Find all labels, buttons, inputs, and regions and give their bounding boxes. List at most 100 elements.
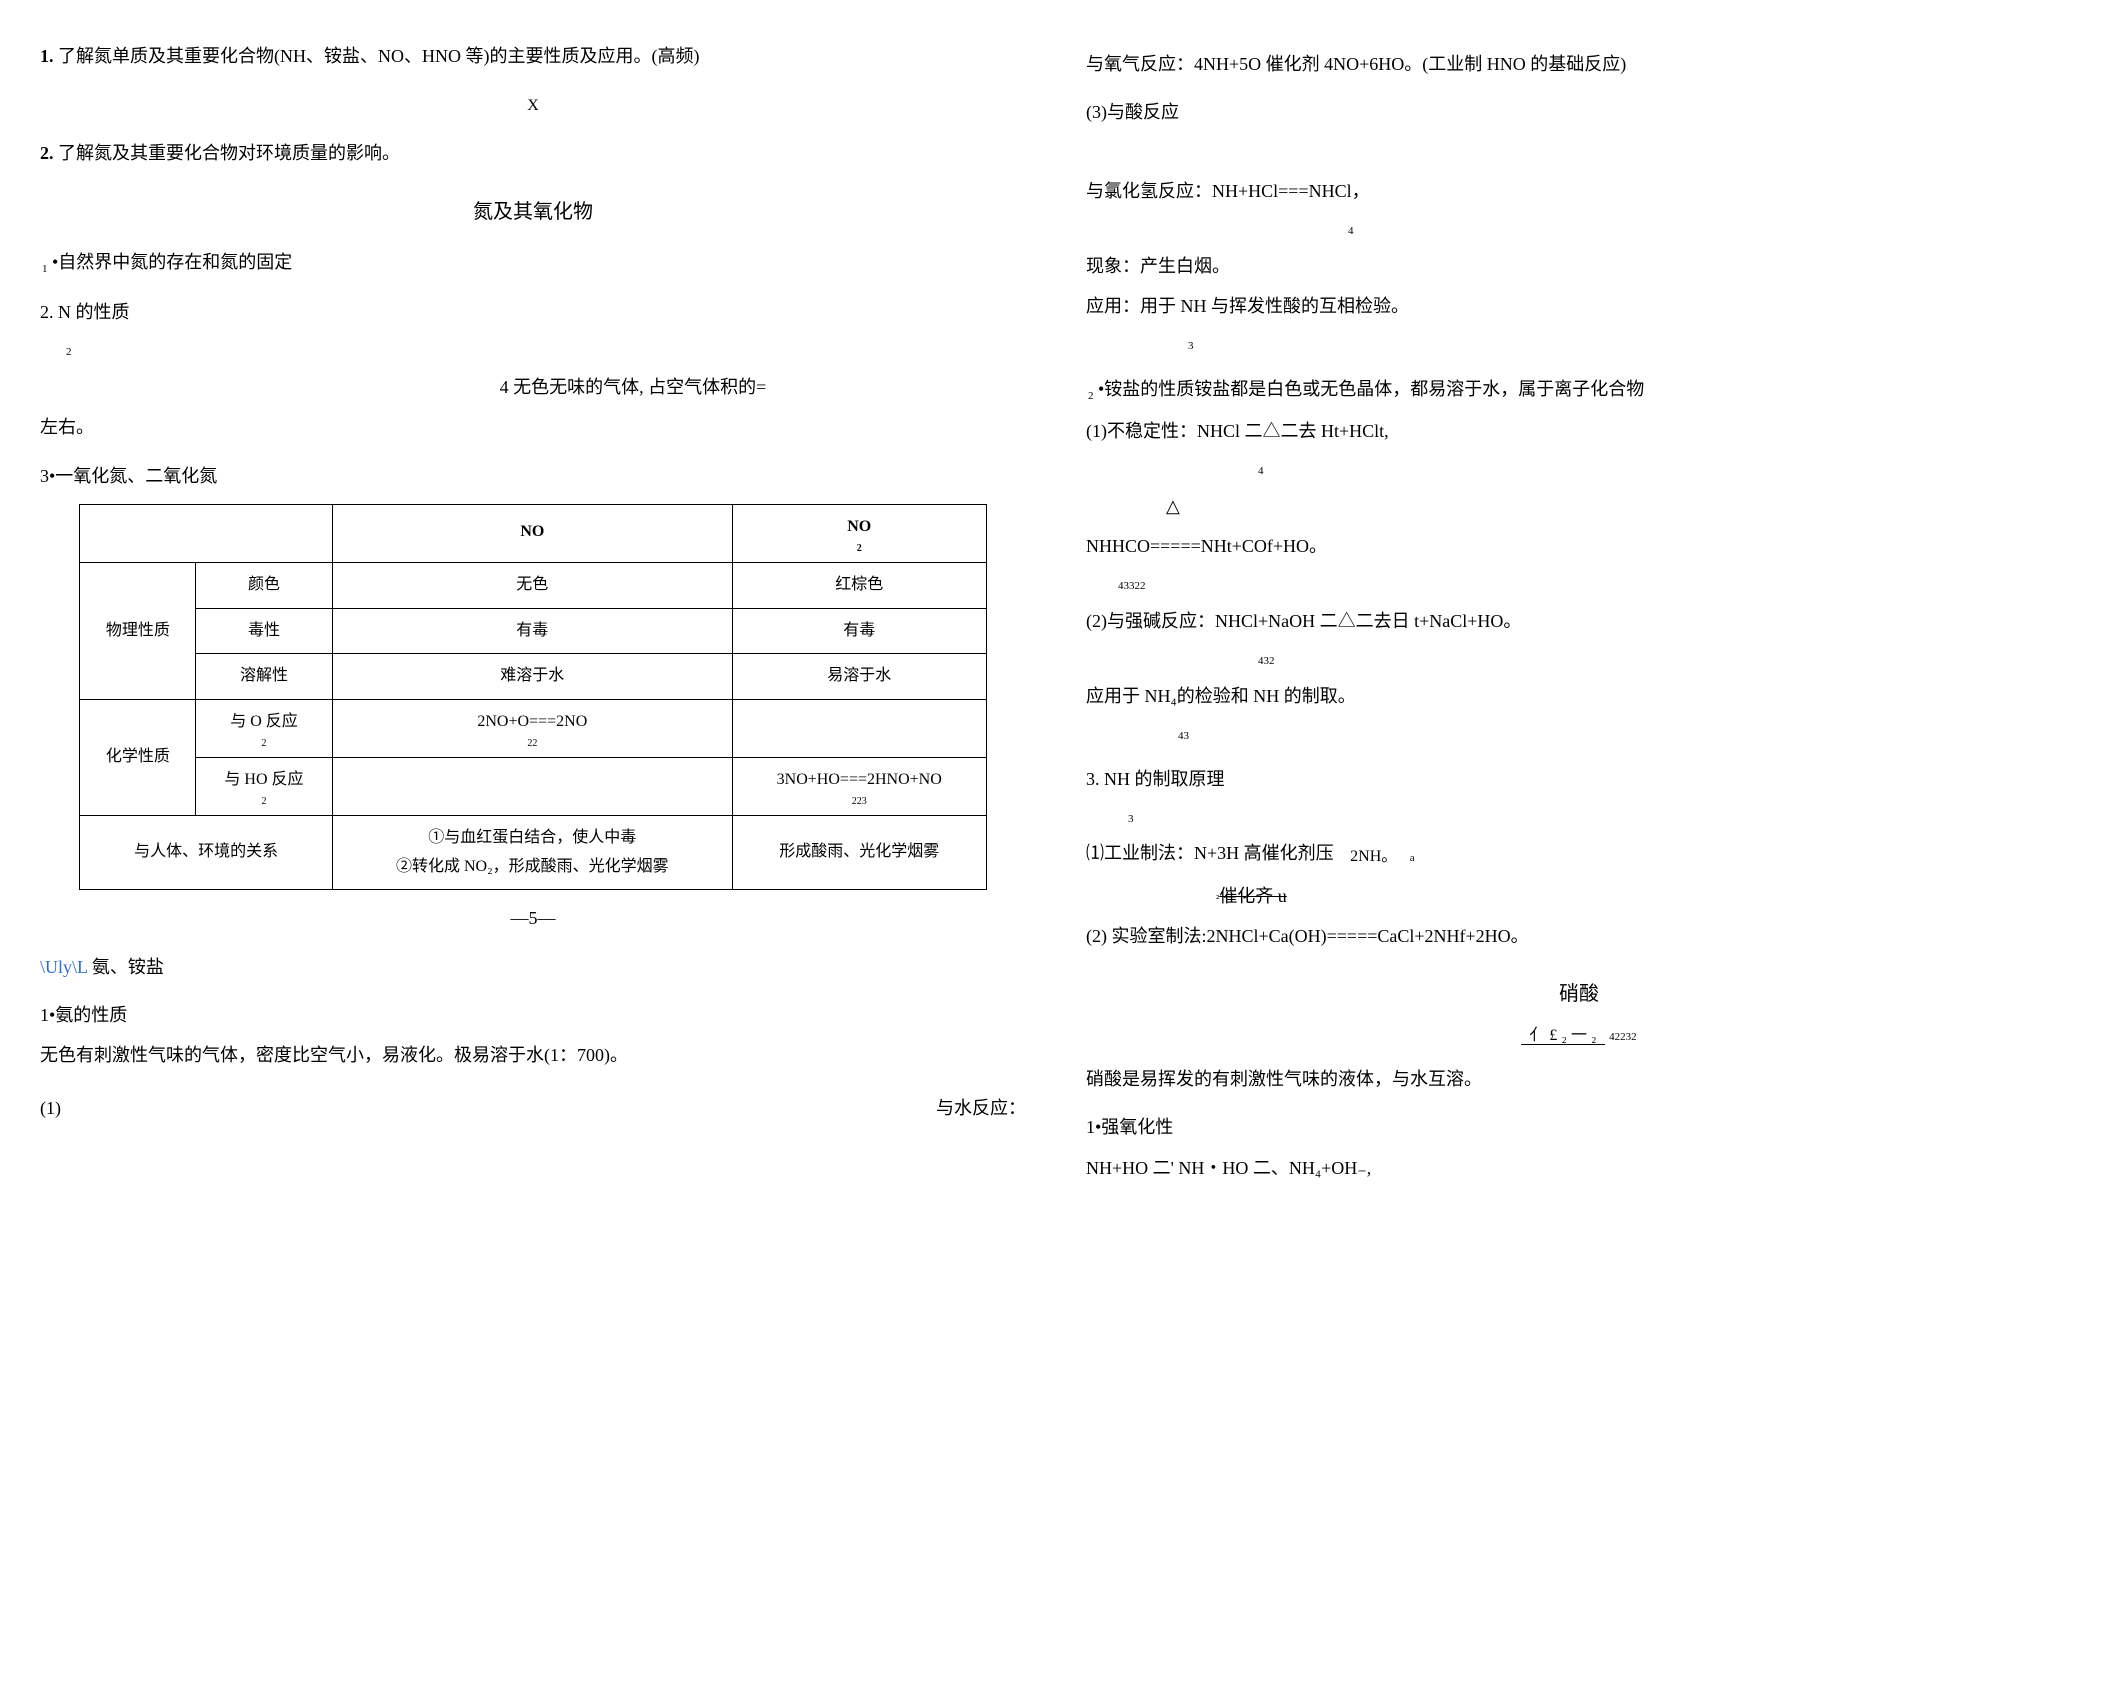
ind1-frac-bot: a <box>1410 850 1415 864</box>
amm-sub: 2 <box>1088 390 1094 402</box>
sec2-frac-row: 亻 £ ₂ 一 ₂ 42232 <box>1086 1016 2072 1050</box>
table-row: 毒性 有毒 有毒 <box>80 608 986 654</box>
ind1-frac-top: 2NH。 <box>1342 848 1405 865</box>
heading-3: 3•一氧化氮、二氧化氮 <box>40 460 1026 492</box>
th-blank <box>80 504 332 562</box>
i1b-line: NHHCO=====NHt+COf+HO。 43322 <box>1086 530 2072 597</box>
cell-env: 与人体、环境的关系 <box>80 815 332 890</box>
sec2-frac: 亻 £ ₂ 一 ₂ 42232 <box>1521 1018 1636 1051</box>
th-no: NO <box>332 504 732 562</box>
blue-heading: \Uly\L <box>40 957 87 977</box>
i2-app-sub: 43 <box>1178 730 1189 742</box>
section-1-title: 氮及其氧化物 <box>40 194 1026 230</box>
cell-b <box>732 700 986 758</box>
blue-heading-row: \Uly\L 氨、铵盐 <box>40 951 1026 983</box>
cell-a: 有毒 <box>332 608 732 654</box>
i2-app-text: 应用于 NH₄的检验和 NH 的制取。 <box>1086 686 1356 706</box>
heading-ox: 1•强氧化性 <box>1086 1111 2072 1143</box>
cell-k-sub: 2 <box>206 739 321 749</box>
cell-k-sub: 2 <box>206 797 321 807</box>
right-column: 与氧气反应：4NH+5O 催化剂 4NO+6HO。(工业制 HNO 的基础反应)… <box>1086 40 2072 1192</box>
i2-text: (2)与强碱反应：NHCl+NaOH 二△二去日 t+NaCl+HO。 <box>1086 611 1521 631</box>
cell-a: 难溶于水 <box>332 654 732 700</box>
th-no-text: NO <box>520 523 544 540</box>
heading-2-text: N 的性质 <box>58 302 130 322</box>
left-column: 1. 了解氮单质及其重要化合物(NH、铵盐、NO、HNO 等)的主要性质及应用。… <box>40 40 1026 1192</box>
cell-b-sub: 223 <box>743 797 976 807</box>
item-1-num: (1) <box>40 1092 61 1124</box>
heading-1: 1 •自然界中氮的存在和氮的固定 <box>40 246 1026 280</box>
amm-text: •铵盐的性质铵盐都是白色或无色晶体，都易溶于水，属于离子化合物 <box>1098 379 1644 399</box>
item-instability: (1)不稳定性：NHCl 二△二去 Ht+HClt, 4 <box>1086 415 2072 482</box>
table-head-row: NO NO 2 <box>80 504 986 562</box>
h3r-text: 3. NH 的制取原理 <box>1086 769 1225 789</box>
ind1-frac: 2NH。 a <box>1342 839 1415 872</box>
o2-line: 与氧气反应：4NH+5O 催化剂 4NO+6HO。(工业制 HNO 的基础反应) <box>1086 48 2072 80</box>
intro-2: 2. 了解氮及其重要化合物对环境质量的影响。 <box>40 137 1026 169</box>
cell-b: 有毒 <box>732 608 986 654</box>
item-1-row: (1) 与水反应： <box>40 1092 1026 1124</box>
cell-k: 与 O 反应 2 <box>196 700 332 758</box>
heading-3r: 3. NH 的制取原理 3 <box>1086 763 2072 830</box>
blue-suffix: 氨、铵盐 <box>87 957 164 977</box>
i2-sub: 432 <box>1258 655 1275 667</box>
section-2-title: 硝酸 <box>1086 976 2072 1012</box>
cell-phys: 物理性质 <box>80 562 196 699</box>
i2-app: 应用于 NH₄的检验和 NH 的制取。 43 <box>1086 680 2072 747</box>
app-text: 应用：用于 NH 与挥发性酸的互相检验。 <box>1086 296 1409 316</box>
cell-a-text: 2NO+O===2NO <box>477 713 587 730</box>
ind1a-text: ⑴工业制法：N+3H 高催化剂压 <box>1086 843 1334 863</box>
heading-2-sub: 2 <box>66 346 72 358</box>
cell-a: ①与血红蛋白结合，使人中毒 ②转化成 NO₂，形成酸雨、光化学烟雾 <box>332 815 732 890</box>
cell-a: 无色 <box>332 562 732 608</box>
sec2-frac-bot: 42232 <box>1609 1029 1637 1043</box>
item-base: (2)与强碱反应：NHCl+NaOH 二△二去日 t+NaCl+HO。 432 <box>1086 605 2072 672</box>
triangle-line: △ <box>1086 490 2072 522</box>
page-number: —5— <box>40 902 1026 934</box>
heading-4: 1•氨的性质 <box>40 999 1026 1031</box>
app-sub: 3 <box>1188 340 1194 352</box>
i1-text: (1)不稳定性：NHCl 二△二去 Ht+HClt, <box>1086 421 1389 441</box>
hcl-text: 与氯化氢反应：NH+HCl===NHCl， <box>1086 181 1370 201</box>
table-row: 物理性质 颜色 无色 红棕色 <box>80 562 986 608</box>
heading-2: 2. N 的性质 2 <box>40 296 1026 363</box>
cell-k: 毒性 <box>196 608 332 654</box>
cell-a <box>332 757 732 815</box>
cell-k-text: 与 HO 反应 <box>224 771 303 788</box>
nitric-desc: 硝酸是易挥发的有刺激性气味的液体，与水互溶。 <box>1086 1063 2072 1095</box>
table-row: 与 HO 反应 2 3NO+HO===2HNO+NO 223 <box>80 757 986 815</box>
sec2-frac-top: 亻 £ ₂ 一 ₂ <box>1521 1027 1604 1045</box>
intro-1-num: 1. <box>40 46 54 66</box>
application-line: 应用：用于 NH 与挥发性酸的互相检验。 3 <box>1086 290 2072 357</box>
heading-4-desc: 无色有刺激性气味的气体，密度比空气小，易液化。极易溶于水(1：700)。 <box>40 1039 1026 1071</box>
cell-a: 2NO+O===2NO 22 <box>332 700 732 758</box>
heading-1-sub: 1 <box>42 263 48 275</box>
hcl-line: 与氯化氢反应：NH+HCl===NHCl， 4 <box>1086 175 2072 242</box>
th-no2-text: NO <box>847 518 871 535</box>
cell-b-text: 3NO+HO===2HNO+NO <box>777 771 942 788</box>
cell-k: 溶解性 <box>196 654 332 700</box>
cell-a-sub: 22 <box>343 739 722 749</box>
cell-k: 与 HO 反应 2 <box>196 757 332 815</box>
x-label: X <box>40 92 1026 121</box>
ind1b-strike: 催化齐 u <box>1219 886 1287 906</box>
frag-center: 4 无色无味的气体, 占空气体积的= <box>40 371 1026 403</box>
h3r-sub: 3 <box>1128 813 1134 825</box>
ammonium-heading: 2 •铵盐的性质铵盐都是白色或无色晶体，都易溶于水，属于离子化合物 <box>1086 373 2072 407</box>
th-no2: NO 2 <box>732 504 986 562</box>
heading-2-num: 2. <box>40 302 54 322</box>
table-row: 溶解性 难溶于水 易溶于水 <box>80 654 986 700</box>
hcl-sub: 4 <box>1348 225 1354 237</box>
cell-k-text: 与 O 反应 <box>230 713 298 730</box>
intro-1: 1. 了解氮单质及其重要化合物(NH、铵盐、NO、HNO 等)的主要性质及应用。… <box>40 40 1026 72</box>
no-table: NO NO 2 物理性质 颜色 无色 红棕色 毒性 有毒 有毒 溶解性 <box>79 504 986 890</box>
industrial-method: ⑴工业制法：N+3H 高催化剂压 2NH。 a <box>1086 837 2072 871</box>
ind1b-line: ²催化齐 u <box>1086 880 2072 912</box>
heading-1-text: •自然界中氮的存在和氮的固定 <box>52 252 292 272</box>
cell-b: 红棕色 <box>732 562 986 608</box>
intro-1-text: 了解氮单质及其重要化合物(NH、铵盐、NO、HNO 等)的主要性质及应用。(高频… <box>58 46 699 66</box>
last-line: NH+HO 二' NH・HO 二、NH₄+OH₋, <box>1086 1152 2072 1184</box>
cell-chem: 化学性质 <box>80 700 196 816</box>
lab-method: (2) 实验室制法:2NHCl+Ca(OH)=====CaCl+2NHf+2HO… <box>1086 920 2072 952</box>
cell-k: 颜色 <box>196 562 332 608</box>
